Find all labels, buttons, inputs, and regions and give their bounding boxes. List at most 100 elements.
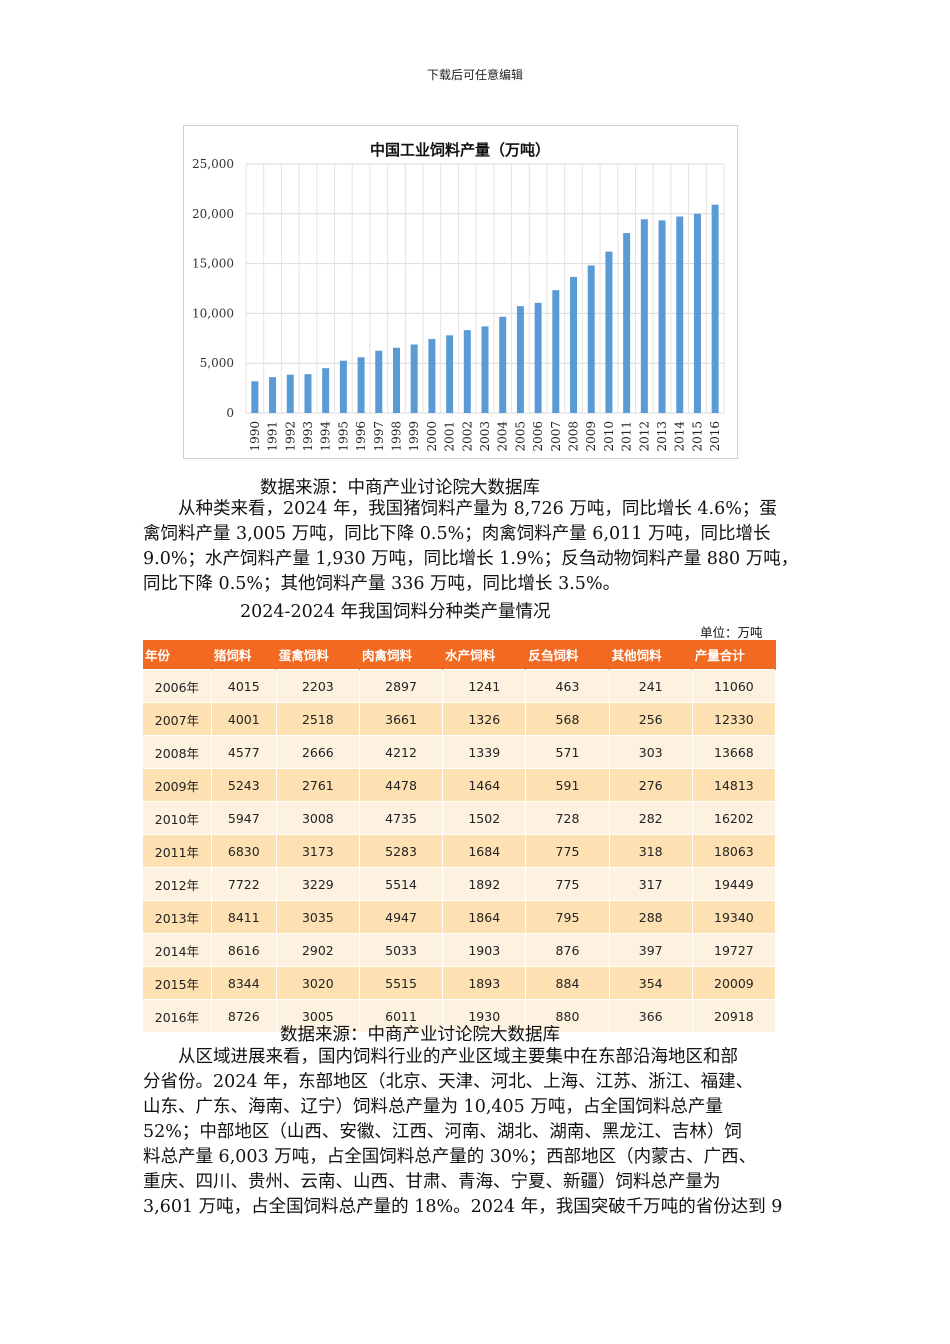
table-cell: 1502: [442, 801, 527, 835]
table-cell: 463: [525, 669, 610, 703]
table-cell: 1326: [442, 702, 527, 736]
paragraph-line: 3,601 万吨，占全国饲料总产量的 18%。2024 年，我国突破千万吨的省份…: [143, 1197, 783, 1217]
table-cell: 876: [525, 933, 610, 967]
table-cell: 2761: [276, 768, 360, 802]
x-tick-label: 1992: [283, 421, 297, 452]
paragraph-line: 从种类来看，2024 年，我国猪饲料产量为 8,726 万吨，同比增长 4.6%…: [178, 499, 777, 519]
table-cell: 16202: [692, 801, 777, 835]
chart-title: 中国工业饲料产量（万吨）: [370, 141, 550, 159]
paragraph-line: 禽饲料产量 3,005 万吨，同比下降 0.5%；肉禽饲料产量 6,011 万吨…: [143, 524, 771, 544]
x-tick-label: 1998: [389, 421, 403, 452]
column-header: 产量合计: [692, 640, 777, 670]
x-tick-label: 1997: [372, 421, 386, 452]
paragraph-line: 同比下降 0.5%；其他饲料产量 336 万吨，同比增长 3.5%。: [143, 574, 621, 594]
table-cell: 2010年: [143, 801, 212, 835]
x-tick-label: 1994: [319, 421, 333, 452]
table-cell: 1464: [442, 768, 527, 802]
paragraph-line: 重庆、四川、贵州、云南、山西、甘肃、青海、宁夏、新疆）饲料总产量为: [143, 1172, 721, 1192]
bar: [463, 330, 471, 413]
table-cell: 8411: [211, 900, 277, 934]
header-note: 下载后可任意编辑: [426, 68, 523, 82]
table-cell: 5515: [359, 966, 444, 1000]
table-cell: 2009年: [143, 768, 212, 802]
column-header: 水产饲料: [442, 640, 527, 670]
table-row: 2010年 5947 3008 4735 1502 728 282 16202: [143, 801, 777, 835]
table-cell: 303: [609, 735, 693, 769]
column-header: 反刍饲料: [525, 640, 610, 670]
table-cell: 4212: [359, 735, 444, 769]
table-cell: 728: [525, 801, 610, 835]
x-tick-label: 1993: [301, 421, 315, 452]
table-cell: 2897: [359, 669, 444, 703]
table-cell: 568: [525, 702, 610, 736]
x-tick-label: 2001: [443, 421, 457, 452]
table-cell: 2203: [276, 669, 360, 703]
column-header: 年份: [143, 640, 212, 670]
bar: [570, 276, 578, 413]
table-row: 2013年 8411 3035 4947 1864 795 288 19340: [143, 900, 777, 934]
y-tick-label: 20,000: [192, 207, 234, 221]
bar: [516, 306, 524, 413]
x-tick-label: 2014: [673, 421, 687, 452]
table-cell: 8726: [211, 999, 277, 1032]
x-tick-label: 1999: [407, 421, 421, 452]
bar: [711, 204, 719, 413]
table-cell: 795: [525, 900, 610, 934]
bar: [587, 265, 595, 413]
table-row: 2007年 4001 2518 3661 1326 568 256 12330: [143, 702, 777, 736]
table-cell: 2666: [276, 735, 360, 769]
x-tick-label: 1996: [354, 421, 368, 452]
table-title: 2024-2024 年我国饲料分种类产量情况: [240, 602, 551, 622]
table-cell: 19727: [692, 933, 777, 967]
bar: [392, 347, 400, 413]
table-cell: 2007年: [143, 702, 212, 736]
table-cell: 775: [525, 834, 610, 868]
table-cell: 591: [525, 768, 610, 802]
table-cell: 5033: [359, 933, 444, 967]
feed-production-table: 年份 猪饲料 蛋禽饲料 肉禽饲料 水产饲料 反刍饲料 其他饲料 产量合计 2006年 4015 2…: [143, 640, 777, 1032]
bar: [658, 220, 666, 413]
x-tick-label: 2016: [708, 421, 722, 452]
source-caption-1: 数据来源：中商产业讨论院大数据库: [260, 478, 540, 498]
table-cell: 282: [609, 801, 693, 835]
table-cell: 20009: [692, 966, 777, 1000]
x-tick-label: 2009: [584, 421, 598, 452]
table-cell: 775: [525, 867, 610, 901]
table-unit: 单位：万吨: [700, 625, 763, 640]
y-tick-label: 0: [226, 406, 234, 420]
chart-svg: 中国工业饲料产量（万吨） 0 5,000 10,000 15,000 20,000 25,0…: [192, 141, 725, 452]
table-header-row: 年份 猪饲料 蛋禽饲料 肉禽饲料 水产饲料 反刍饲料 其他饲料 产量合计: [143, 640, 777, 670]
source-caption-2: 数据来源：中商产业讨论院大数据库: [280, 1025, 560, 1045]
x-tick-label: 2010: [602, 421, 616, 452]
bar: [552, 290, 560, 413]
table-cell: 3661: [359, 702, 444, 736]
table-cell: 8616: [211, 933, 277, 967]
table-row: 2012年 7722 3229 5514 1892 775 317 19449: [143, 867, 777, 901]
table-cell: 2016年: [143, 999, 212, 1032]
paragraph-line: 从区域进展来看，国内饲料行业的产业区域主要集中在东部沿海地区和部: [178, 1047, 738, 1067]
table-cell: 3005: [276, 999, 360, 1032]
table-cell: 8344: [211, 966, 277, 1000]
table-cell: 317: [609, 867, 693, 901]
table-cell: 2014年: [143, 933, 212, 967]
x-tick-label: 1990: [248, 421, 262, 452]
bar: [304, 374, 312, 413]
table-cell: 5514: [359, 867, 444, 901]
table-cell: 2012年: [143, 867, 212, 901]
x-tick-label: 1995: [336, 421, 350, 452]
table-row: 2009年 5243 2761 4478 1464 591 276 14813: [143, 768, 777, 802]
table-cell: 2015年: [143, 966, 212, 1000]
bar: [534, 302, 542, 413]
table-cell: 3008: [276, 801, 360, 835]
bar: [286, 374, 294, 413]
x-tick-label: 2011: [620, 421, 634, 452]
column-header: 猪饲料: [211, 640, 277, 670]
bar: [410, 344, 418, 413]
x-tick-label: 2007: [549, 421, 563, 452]
bar: [623, 233, 631, 413]
x-tick-label: 2005: [513, 421, 527, 452]
x-tick-label: 2003: [478, 421, 492, 452]
table-row: 2011年 6830 3173 5283 1684 775 318 18063: [143, 834, 777, 868]
table-cell: 3229: [276, 867, 360, 901]
feed-production-chart: 中国工业饲料产量（万吨） 0 5,000 10,000 15,000 20,000 25,0…: [183, 125, 738, 459]
